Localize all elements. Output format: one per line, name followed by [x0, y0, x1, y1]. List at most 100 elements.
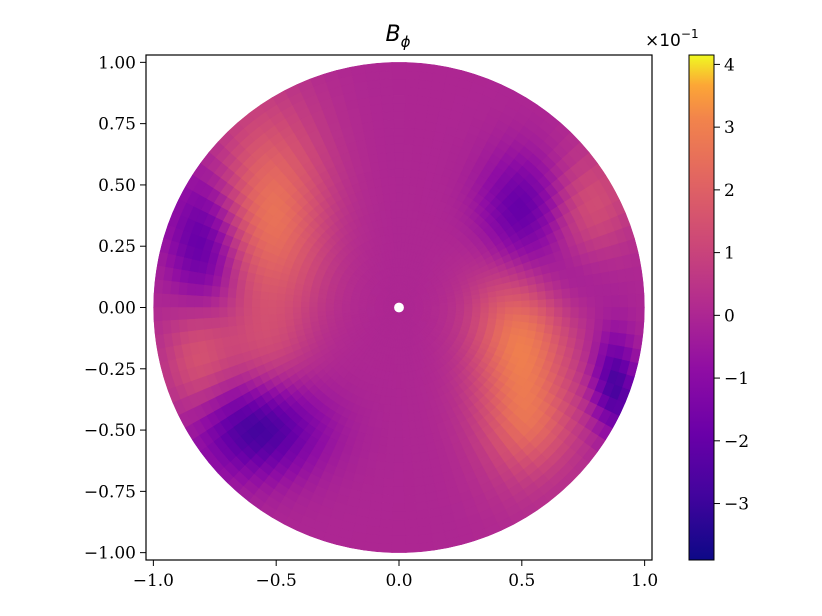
field-cell	[611, 294, 621, 308]
field-cell	[300, 295, 310, 303]
field-cell	[577, 285, 588, 298]
field-cell	[402, 445, 412, 455]
field-cell	[349, 304, 359, 308]
field-cell	[554, 297, 564, 308]
field-cell	[585, 284, 596, 298]
field-cell	[463, 310, 473, 317]
field-cell	[379, 78, 393, 88]
field-cell	[388, 184, 397, 194]
field-cell	[404, 510, 418, 521]
y-tick-label: −1.00	[84, 544, 136, 564]
field-cell	[528, 314, 539, 324]
field-cell	[412, 468, 424, 479]
field-cell	[194, 318, 205, 332]
field-cell	[251, 307, 261, 317]
colorbar-tick-label: −2	[724, 432, 749, 452]
field-cell	[226, 297, 236, 308]
field-cell	[543, 323, 554, 335]
field-cell	[385, 151, 396, 162]
field-cell	[545, 307, 555, 317]
field-cell	[376, 152, 387, 163]
field-cell	[381, 502, 394, 513]
field-cell	[363, 541, 380, 553]
field-cell	[464, 307, 473, 313]
field-cell	[392, 94, 406, 104]
field-cell	[371, 119, 384, 130]
field-cell	[260, 283, 271, 293]
field-cell	[535, 323, 546, 333]
field-cell	[401, 184, 410, 194]
field-cell	[395, 413, 403, 423]
field-cell	[378, 535, 393, 545]
field-cell	[405, 62, 421, 72]
field-cell	[252, 282, 263, 292]
field-cell	[177, 294, 187, 308]
field-cell	[410, 160, 421, 171]
field-cell	[234, 297, 244, 308]
field-cell	[259, 307, 269, 316]
field-cell	[402, 429, 411, 439]
plot-area: −1.0 −0.5 0.0 0.5 1.0 1.00 0.75 0.50 0.25 0.00 −0…	[84, 53, 658, 591]
field-cell	[504, 307, 514, 315]
field-cell	[161, 320, 172, 335]
field-cell	[569, 286, 580, 299]
field-cell	[234, 307, 244, 318]
field-cell	[503, 319, 514, 328]
field-cell	[243, 315, 253, 326]
field-cell	[392, 511, 406, 521]
field-cell	[394, 176, 404, 186]
field-cell	[401, 192, 410, 202]
field-cell	[403, 119, 416, 129]
field-cell	[395, 405, 403, 414]
field-cell	[402, 168, 412, 178]
field-cell	[400, 225, 407, 235]
field-cell	[380, 428, 389, 439]
field-cell	[292, 301, 302, 308]
field-cell	[393, 470, 405, 480]
y-tick-label: −0.25	[84, 360, 136, 380]
field-cell	[381, 494, 394, 504]
field-cell	[618, 281, 629, 296]
field-cell	[401, 217, 408, 227]
field-cell	[375, 144, 387, 155]
field-cell	[413, 128, 425, 138]
field-cell	[394, 437, 404, 447]
field-cell	[619, 294, 629, 308]
field-cell	[521, 307, 531, 316]
field-cell	[275, 300, 285, 308]
field-cell	[554, 307, 564, 318]
field-cell	[396, 241, 402, 251]
field-cell	[627, 307, 637, 322]
field-cell	[371, 485, 384, 496]
field-cell	[410, 444, 421, 455]
field-cell	[627, 293, 637, 308]
field-cell	[284, 287, 295, 296]
field-cell	[392, 103, 406, 112]
field-cell	[395, 201, 403, 210]
field-cell	[169, 307, 179, 321]
field-cell	[404, 502, 417, 513]
field-cell	[387, 429, 396, 439]
field-cell	[414, 485, 427, 496]
field-cell	[386, 168, 396, 178]
field-cell	[394, 168, 404, 178]
field-cell	[521, 299, 531, 308]
field-cell	[488, 312, 498, 320]
field-cell	[227, 316, 237, 328]
x-tick-label: 1.0	[631, 571, 658, 591]
field-cell	[635, 293, 645, 308]
field-cell	[377, 444, 388, 455]
field-cell	[562, 307, 572, 318]
field-cell	[202, 317, 213, 331]
field-cell	[405, 78, 419, 88]
field-cell	[578, 307, 588, 319]
field-cell	[603, 295, 613, 308]
field-cell	[403, 143, 414, 154]
y-tick-label: 0.50	[98, 176, 136, 196]
colorbar-tick-label: 3	[724, 118, 735, 138]
field-cell	[619, 307, 629, 321]
field-cell	[194, 307, 204, 320]
field-cell	[561, 287, 571, 299]
field-cell	[275, 307, 285, 315]
field-cell	[401, 421, 410, 431]
